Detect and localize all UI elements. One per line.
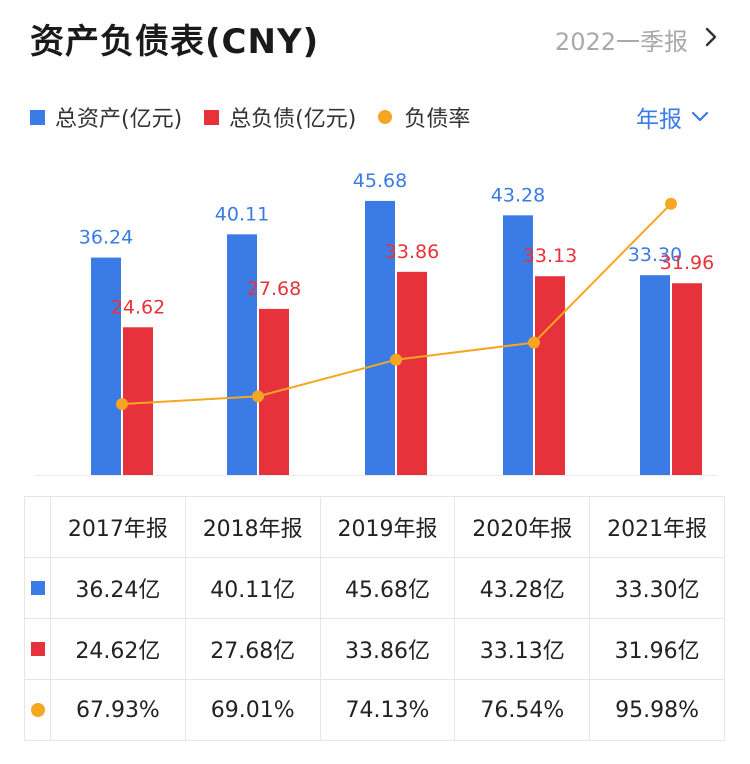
data-label-liabilities: 27.68: [247, 278, 301, 300]
frequency-dropdown[interactable]: 年报: [636, 100, 710, 134]
bar-total-liabilities: [123, 327, 153, 475]
table-cell: 74.13%: [319, 679, 456, 741]
table-row-assets: 36.24亿 40.11亿 45.68亿 43.28亿 33.30亿: [24, 557, 725, 619]
ratio-point: [528, 336, 540, 349]
ratio-point: [252, 390, 264, 403]
table-cell: 24.62亿: [50, 618, 186, 680]
data-label-liabilities: 33.13: [523, 245, 577, 267]
legend-swatch-assets: [30, 109, 45, 125]
header: 资产负债表(CNY) 2022一季报: [0, 0, 750, 82]
row-swatch-liabilities: [30, 641, 45, 656]
row-key-ratio: [24, 679, 51, 741]
column-header: 2021年报: [589, 496, 725, 558]
chevron-down-icon: [691, 111, 709, 122]
frequency-label: 年报: [636, 107, 682, 133]
bar-total-assets: [91, 257, 121, 475]
row-key-liabilities: [24, 618, 51, 680]
data-label-assets: 40.11: [215, 203, 269, 225]
data-label-liabilities: 31.96: [660, 252, 714, 274]
chart-legend: 总资产(亿元) 总负债(亿元) 负债率: [30, 100, 492, 134]
row-key-assets: [24, 557, 51, 619]
table-corner: [24, 496, 51, 558]
table-cell: 33.86亿: [319, 618, 456, 680]
ratio-point: [116, 398, 128, 411]
legend-label-liabilities: 总负债(亿元): [229, 107, 357, 132]
bar-total-liabilities: [397, 271, 427, 475]
column-header: 2018年报: [184, 496, 321, 558]
data-label-liabilities: 24.62: [111, 296, 165, 318]
ratio-line: [121, 203, 672, 406]
chevron-right-icon[interactable]: [700, 26, 722, 48]
period-selector[interactable]: 2022一季报: [554, 28, 688, 56]
legend-item-assets[interactable]: 总资产(亿元): [30, 101, 182, 133]
table-header-row: 2017年报 2018年报 2019年报 2020年报 2021年报: [24, 496, 725, 558]
legend-swatch-liabilities: [204, 109, 220, 125]
ratio-point: [665, 197, 677, 210]
column-header: 2019年报: [319, 496, 456, 558]
table-cell: 45.68亿: [319, 557, 456, 619]
table-cell: 40.11亿: [184, 557, 321, 619]
data-label-assets: 36.24: [79, 227, 133, 249]
table-cell: 43.28亿: [454, 557, 591, 619]
bar-total-liabilities: [535, 276, 565, 475]
legend-swatch-ratio: [378, 110, 393, 124]
data-label-assets: 33.30: [628, 244, 682, 266]
table-cell: 67.93%: [50, 679, 186, 741]
table-cell: 76.54%: [454, 679, 591, 741]
legend-label-ratio: 负债率: [404, 107, 471, 132]
table-cell: 27.68亿: [184, 618, 321, 680]
bar-total-assets: [365, 200, 395, 476]
table-cell: 95.98%: [589, 679, 725, 741]
legend-item-ratio[interactable]: 负债率: [378, 101, 470, 133]
table-row-liabilities: 24.62亿 27.68亿 33.86亿 33.13亿 31.96亿: [24, 618, 725, 680]
page-title: 资产负债表(CNY): [30, 22, 320, 62]
column-header: 2017年报: [50, 496, 186, 558]
table-cell: 33.30亿: [589, 557, 725, 619]
column-header: 2020年报: [454, 496, 591, 558]
table-cell: 36.24亿: [50, 557, 186, 619]
row-swatch-assets: [30, 580, 45, 595]
balance-chart: 36.24 40.11 45.68 43.28 33.30 24.62 27.68 33.86…: [34, 170, 718, 476]
bar-total-assets: [640, 275, 670, 475]
table-cell: 31.96亿: [589, 618, 725, 680]
bar-total-assets: [227, 234, 257, 475]
data-label-assets: 43.28: [491, 184, 545, 206]
table-cell: 69.01%: [184, 679, 321, 741]
data-label-assets: 45.68: [353, 170, 407, 192]
table-row-ratio: 67.93% 69.01% 74.13% 76.54% 95.98%: [24, 679, 725, 741]
legend-item-liabilities[interactable]: 总负债(亿元): [204, 101, 356, 133]
table-cell: 33.13亿: [454, 618, 591, 680]
legend-label-assets: 总资产(亿元): [55, 107, 183, 132]
row-swatch-ratio: [30, 702, 45, 717]
bar-total-liabilities: [672, 283, 702, 475]
ratio-point: [390, 353, 402, 366]
data-table: 2017年报 2018年报 2019年报 2020年报 2021年报 36.24…: [24, 496, 725, 741]
data-label-liabilities: 33.86: [385, 241, 439, 263]
